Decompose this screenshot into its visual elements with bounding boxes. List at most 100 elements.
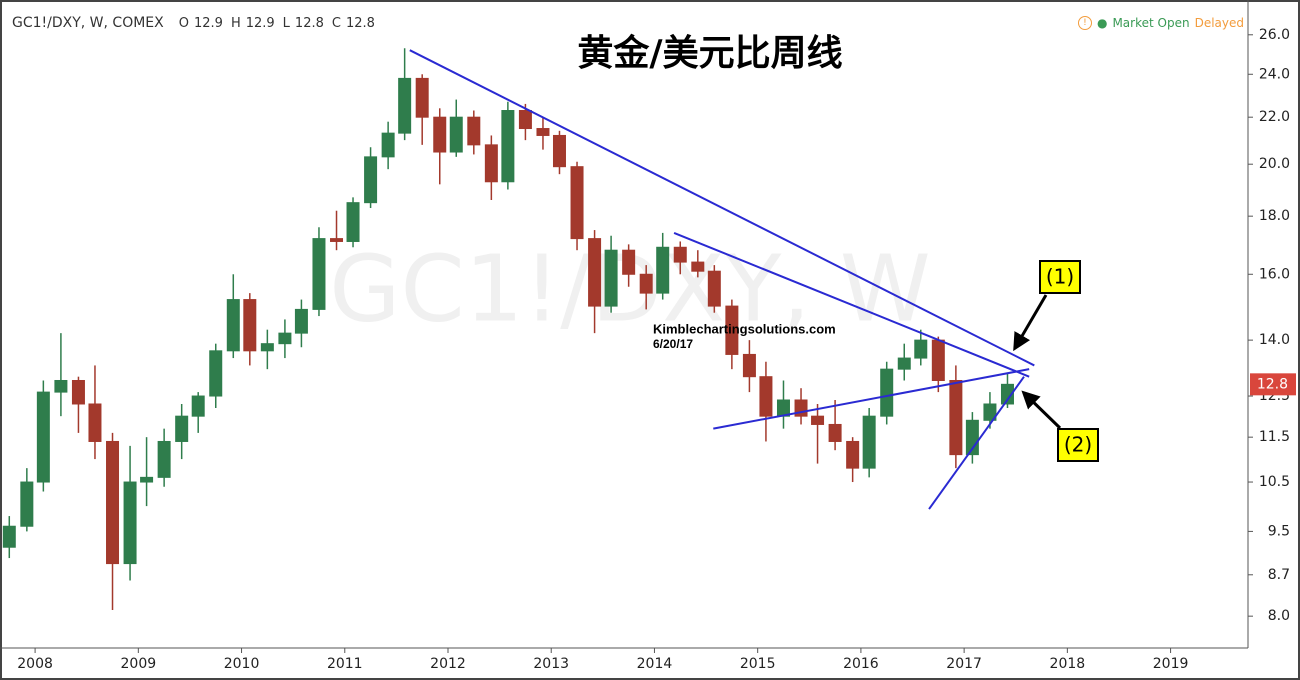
candle-body: [467, 116, 481, 146]
candle-body: [707, 270, 721, 307]
chart-title: 黄金/美元比周线: [577, 32, 842, 74]
candle-body: [673, 246, 687, 263]
symbol: GC1!/DXY, W, COMEX: [12, 15, 164, 31]
x-tick-label: 2013: [533, 656, 569, 672]
candle-body: [862, 415, 876, 469]
x-tick-label: 2016: [843, 656, 879, 672]
candle-body: [897, 357, 911, 370]
trendline: [713, 368, 1030, 430]
candle-body: [639, 273, 653, 294]
ohlc-value: 12.9: [193, 15, 223, 31]
candle-body: [570, 166, 584, 240]
candle-body: [330, 238, 344, 242]
ohlc-label: C: [331, 15, 341, 31]
candle-body: [191, 395, 205, 417]
annotation: (2): [1064, 433, 1092, 457]
y-tick-label: 11.5: [1259, 429, 1290, 445]
candle-body: [811, 415, 825, 425]
candle-body: [588, 238, 602, 307]
candle-body: [622, 249, 636, 275]
candle-body: [260, 343, 274, 352]
candle-body: [226, 299, 240, 352]
candle-body: [398, 77, 412, 134]
callout-box: [1039, 260, 1081, 294]
candle-body: [484, 144, 498, 183]
candle-body: [243, 299, 257, 352]
candle-body: [71, 379, 85, 405]
candle-body: [536, 128, 550, 136]
y-tick-label: 20.0: [1259, 156, 1290, 172]
callout-box: [1057, 428, 1099, 462]
candle-body: [846, 440, 860, 469]
ohlc-value: 12.8: [345, 15, 375, 31]
x-tick-label: 2017: [946, 656, 982, 672]
y-tick-label: 16.0: [1259, 266, 1290, 282]
candle-body: [2, 525, 16, 548]
trendline: [673, 231, 1030, 378]
candle-body: [278, 332, 292, 345]
candle-body: [294, 308, 308, 334]
ohlc-label: H: [230, 15, 241, 31]
ohlc-value: 12.9: [245, 15, 275, 31]
y-tick-label: 18.0: [1259, 208, 1290, 224]
x-tick-label: 2012: [430, 656, 466, 672]
candle-body: [656, 246, 670, 294]
x-tick-label: 2011: [327, 656, 363, 672]
candle-body: [381, 132, 395, 158]
y-tick-label: 24.0: [1259, 66, 1290, 82]
candle-body: [914, 339, 928, 359]
candle-body: [123, 481, 137, 565]
candle-body: [36, 391, 50, 483]
candle-body: [759, 376, 773, 417]
candle-body: [54, 379, 68, 393]
y-tick-label: 9.5: [1268, 523, 1290, 539]
candle-body: [983, 403, 997, 421]
candle-body: [20, 481, 34, 527]
annotation: (1): [1046, 265, 1074, 289]
x-tick-label: 2015: [740, 656, 776, 672]
delayed: Delayed: [1194, 16, 1244, 30]
candle-body: [433, 116, 447, 153]
candle-body: [931, 339, 945, 381]
candle-body: [880, 368, 894, 417]
legend-header: GC1!/DXY, W, COMEX O 12.9 H 12.9 L 12.8 C 12.8: [12, 15, 378, 31]
candle-body: [140, 476, 154, 483]
status-dot: ●: [1096, 16, 1108, 30]
candle-body: [501, 110, 515, 183]
x-tick-label: 2010: [224, 656, 260, 672]
candle-body: [725, 305, 739, 355]
x-tick-label: 2019: [1153, 656, 1189, 672]
last-price-box: [1250, 373, 1296, 396]
candle-body: [312, 238, 326, 310]
candle-body: [691, 261, 705, 272]
candle-body: [1000, 383, 1014, 405]
candle-body: [949, 379, 963, 456]
x-tick-label: 2018: [1050, 656, 1086, 672]
x-tick-label: 2008: [17, 656, 53, 672]
annotation: Kimblechartingsolutions.com: [653, 321, 836, 336]
candle-body: [604, 249, 618, 307]
candle-body: [518, 110, 532, 130]
candle-body: [209, 350, 223, 397]
x-tick-label: 2009: [121, 656, 157, 672]
candle-body: [175, 415, 189, 442]
candle-body: [449, 116, 463, 153]
y-tick-label: 14.0: [1259, 332, 1290, 348]
trendline: [409, 49, 1035, 367]
alert-icon[interactable]: !: [1077, 16, 1092, 30]
candle-body: [364, 156, 378, 204]
candle-body: [106, 440, 120, 565]
y-tick-label: 10.5: [1259, 474, 1290, 490]
candle-body: [742, 353, 756, 378]
candle-body: [415, 77, 429, 118]
arrow: [1021, 390, 1062, 430]
y-tick-label: 8.7: [1268, 567, 1290, 583]
candle-body: [552, 134, 566, 168]
last-price-label: 12.8: [1257, 376, 1288, 392]
ohlc-label: O: [178, 15, 189, 31]
y-tick-label: 22.0: [1259, 109, 1290, 125]
y-tick-label: 26.0: [1259, 27, 1290, 43]
